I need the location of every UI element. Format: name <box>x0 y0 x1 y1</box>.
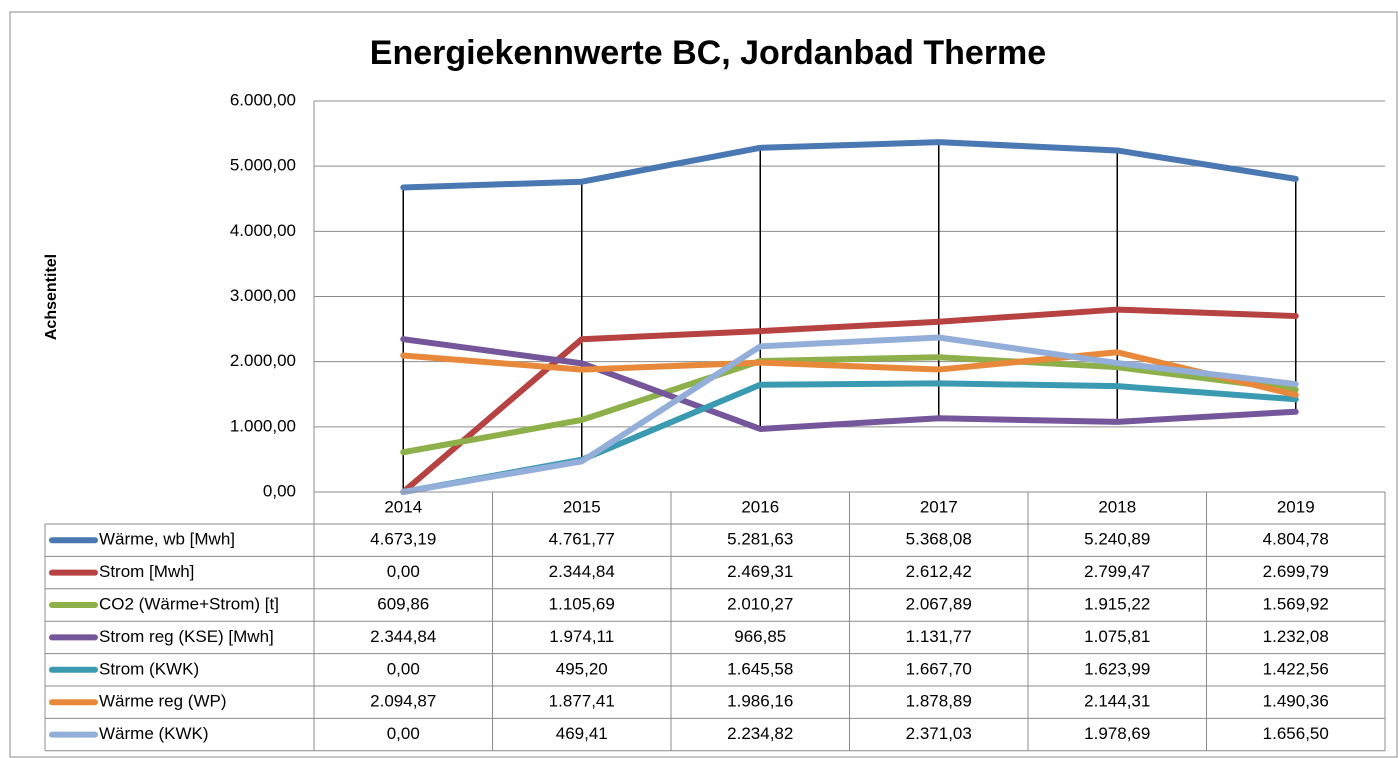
table-value: 2.010,27 <box>727 594 793 613</box>
table-value: 2.344,84 <box>370 627 436 646</box>
table-value: 966,85 <box>734 627 786 646</box>
table-value: 0,00 <box>387 659 420 678</box>
legend-label: Wärme, wb [Mwh] <box>99 530 235 549</box>
table-value: 1.974,11 <box>549 627 614 646</box>
x-tick-label: 2014 <box>384 497 422 516</box>
series-line <box>400 349 1299 398</box>
x-tick-label: 2017 <box>920 497 958 516</box>
table-value: 1.667,70 <box>906 659 972 678</box>
table-value: 4.761,77 <box>549 530 615 549</box>
table-value: 2.799,47 <box>1084 562 1150 581</box>
series-line <box>400 354 1299 456</box>
y-tick-label: 1.000,00 <box>230 416 296 435</box>
table-value: 1.075,81 <box>1084 627 1150 646</box>
table-value: 0,00 <box>387 724 420 743</box>
y-tick-label: 5.000,00 <box>230 156 296 175</box>
table-value: 2.144,31 <box>1084 692 1150 711</box>
table-value: 1.623,99 <box>1084 659 1150 678</box>
table-value: 5.368,08 <box>906 530 972 549</box>
legend-label: Strom [Mwh] <box>99 562 194 581</box>
series-line <box>400 334 1299 495</box>
table-value: 2.699,79 <box>1263 562 1329 581</box>
table-value: 1.915,22 <box>1084 594 1150 613</box>
table-value: 1.232,08 <box>1263 627 1329 646</box>
table-value: 1.569,92 <box>1263 594 1329 613</box>
x-tick-label: 2016 <box>741 497 779 516</box>
table-value: 2.234,82 <box>727 724 793 743</box>
table-value: 1.878,89 <box>906 692 972 711</box>
legend-label: Wärme (KWK) <box>99 724 209 743</box>
table-value: 1.490,36 <box>1263 692 1329 711</box>
table-value: 1.105,69 <box>549 594 615 613</box>
table-value: 2.094,87 <box>370 692 436 711</box>
x-tick-label: 2018 <box>1098 497 1136 516</box>
series-line <box>400 336 1299 432</box>
table-value: 2.612,42 <box>906 562 972 581</box>
table-value: 1.645,58 <box>727 659 793 678</box>
y-tick-label: 6.000,00 <box>230 90 296 109</box>
table-value: 5.281,63 <box>727 530 793 549</box>
legend-label: Wärme reg (WP) <box>99 692 227 711</box>
table-value: 5.240,89 <box>1084 530 1150 549</box>
table-value: 4.673,19 <box>370 530 436 549</box>
table-value: 1.422,56 <box>1263 659 1329 678</box>
y-tick-label: 2.000,00 <box>230 351 296 370</box>
legend-label: Strom reg (KSE) [Mwh] <box>99 627 274 646</box>
y-tick-label: 3.000,00 <box>230 286 296 305</box>
chart-title: Energiekennwerte BC, Jordanbad Therme <box>370 34 1046 72</box>
table-value: 4.804,78 <box>1263 530 1329 549</box>
table-value: 2.371,03 <box>906 724 972 743</box>
y-tick-label: 0,00 <box>263 481 296 500</box>
legend-label: CO2 (Wärme+Strom) [t] <box>99 594 279 613</box>
x-tick-label: 2019 <box>1277 497 1315 516</box>
table-value: 1.131,77 <box>906 627 972 646</box>
table-value: 469,41 <box>556 724 608 743</box>
table-value: 1.978,69 <box>1084 724 1150 743</box>
series-line <box>400 139 1299 191</box>
y-axis-title: Achsentitel <box>43 254 60 340</box>
legend-label: Strom (KWK) <box>99 659 199 678</box>
table-value: 1.877,41 <box>549 692 615 711</box>
table-value: 2.344,84 <box>549 562 615 581</box>
x-tick-label: 2015 <box>563 497 601 516</box>
y-tick-label: 4.000,00 <box>230 221 296 240</box>
table-value: 2.067,89 <box>906 594 972 613</box>
table-value: 609,86 <box>377 594 429 613</box>
table-value: 0,00 <box>387 562 420 581</box>
table-value: 495,20 <box>556 659 608 678</box>
table-value: 1.986,16 <box>727 692 793 711</box>
table-value: 2.469,31 <box>727 562 793 581</box>
table-value: 1.656,50 <box>1263 724 1329 743</box>
